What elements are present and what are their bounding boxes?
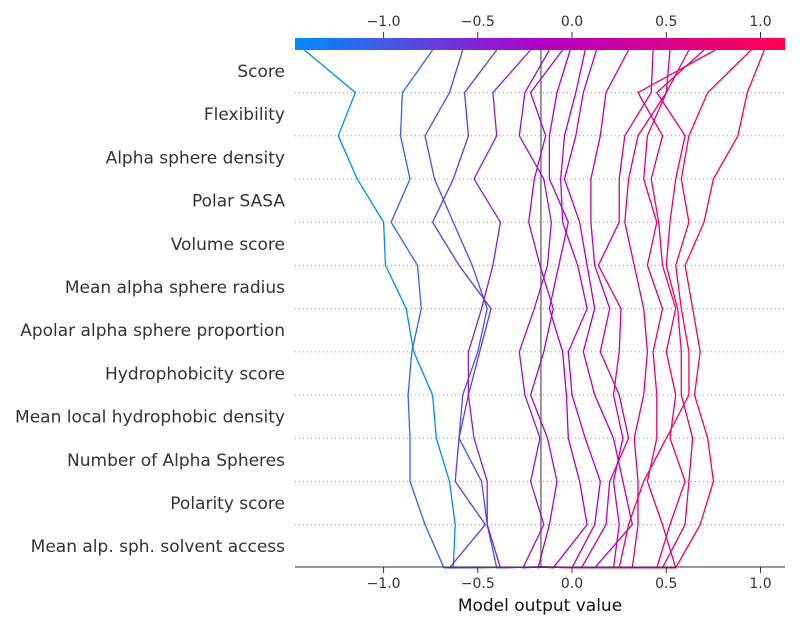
decision-line bbox=[518, 49, 552, 569]
decision-line bbox=[540, 49, 716, 569]
decision-line bbox=[390, 49, 541, 569]
feature-label: Mean alp. sph. solvent access bbox=[31, 537, 285, 557]
feature-label: Alpha sphere density bbox=[106, 148, 285, 168]
decision-line bbox=[303, 49, 541, 569]
x-tick-label-bottom: 1.0 bbox=[749, 576, 771, 592]
decision-line bbox=[540, 49, 601, 569]
feature-label: Flexibility bbox=[204, 105, 285, 125]
decision-line bbox=[540, 49, 654, 569]
decision-lines bbox=[303, 49, 765, 569]
decision-line bbox=[540, 49, 588, 569]
colorbar-gradient bbox=[295, 38, 785, 50]
decision-line bbox=[424, 49, 541, 569]
decision-line bbox=[431, 49, 541, 569]
x-tick-label-bottom: −0.5 bbox=[461, 576, 495, 592]
feature-label: Score bbox=[237, 62, 285, 82]
feature-label: Polarity score bbox=[170, 494, 285, 514]
colorbar bbox=[295, 38, 785, 50]
decision-line bbox=[540, 49, 765, 569]
decision-line bbox=[540, 49, 671, 569]
feature-label: Polar SASA bbox=[192, 192, 285, 212]
feature-label: Apolar alpha sphere proportion bbox=[20, 321, 285, 341]
x-tick-label-bottom: −1.0 bbox=[367, 576, 401, 592]
x-tick-label-top: −0.5 bbox=[461, 14, 495, 30]
feature-label: Volume score bbox=[171, 235, 285, 255]
decision-line bbox=[540, 49, 690, 569]
x-axis-title: Model output value bbox=[458, 596, 622, 616]
feature-label: Hydrophobicity score bbox=[105, 364, 285, 384]
decision-line bbox=[540, 49, 752, 569]
x-tick-label-top: 0.0 bbox=[561, 14, 583, 30]
x-axes: −1.0 −1.0 −0.5 −0.5 0.0 0.0 0.5 0.5 1.0 1.0 bbox=[295, 14, 785, 592]
feature-label: Number of Alpha Spheres bbox=[67, 451, 285, 471]
x-tick-label-top: 0.5 bbox=[655, 14, 677, 30]
decision-line bbox=[528, 49, 564, 569]
x-tick-label-bottom: 0.5 bbox=[655, 576, 677, 592]
decision-line bbox=[467, 49, 541, 569]
feature-label: Mean local hydrophobic density bbox=[15, 408, 285, 428]
decision-line bbox=[540, 49, 630, 569]
decision-line bbox=[540, 49, 705, 569]
feature-labels: Score Flexibility Alpha sphere density Pola… bbox=[15, 62, 285, 557]
x-tick-label-top: −1.0 bbox=[367, 14, 401, 30]
x-tick-label-top: 1.0 bbox=[749, 14, 771, 30]
feature-label: Mean alpha sphere radius bbox=[65, 278, 285, 298]
x-tick-label-bottom: 0.0 bbox=[561, 576, 583, 592]
